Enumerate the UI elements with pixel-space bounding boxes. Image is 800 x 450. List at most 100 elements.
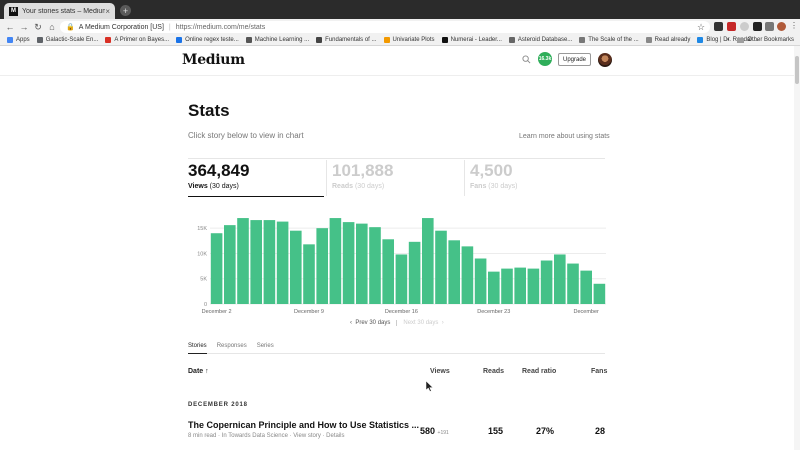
notification-badge[interactable]: 16.3k [538,52,552,66]
bookmarks-more-icon[interactable]: » [725,37,730,43]
extension-icon[interactable] [753,22,762,31]
chart-bar[interactable] [514,267,526,304]
column-header-reads[interactable]: Reads [483,368,505,375]
bookmark-item[interactable]: Numerai - Leader... [441,37,502,43]
chart-bar[interactable] [474,258,487,305]
bookmark-item[interactable]: Online regex teste... [176,37,239,43]
y-tick-label: 15K [197,226,207,232]
menu-kebab-icon[interactable]: ⋮ [790,21,798,30]
chart-bar[interactable] [210,233,223,304]
bookmark-item[interactable]: Galactic-Scale En... [36,37,98,43]
avatar[interactable] [598,53,612,67]
stat-reads-label-text: Reads [332,183,354,190]
bookmark-item[interactable]: Blog | Dr. Randal ... [697,37,758,43]
extension-icon[interactable] [714,22,723,31]
chart-bar[interactable] [276,221,289,304]
stat-reads[interactable]: 101,888 Reads (30 days) [332,161,393,197]
stat-fans[interactable]: 4,500 Fans (30 days) [470,161,517,197]
chart-bar[interactable] [342,222,355,304]
chart-bar[interactable] [224,225,236,304]
address-bar[interactable]: 🔒 A Medium Corporation [US] | https://me… [60,21,710,33]
chart-bar[interactable] [488,271,500,304]
chart-bar[interactable] [593,283,606,304]
chart-bar[interactable] [408,241,421,304]
chart-bar[interactable] [263,220,276,304]
views-bar-chart: 0 5K 10K 15K December 2 December 9 December 16… [197,218,606,315]
other-bookmarks[interactable]: » Other Bookmarks [726,37,794,43]
month-heading: DECEMBER 2018 [188,402,248,408]
stat-views[interactable]: 364,849 Views (30 days) [188,161,249,197]
chart-bar[interactable] [501,268,513,304]
column-header-date-label: Date [188,368,204,375]
bookmark-item[interactable]: Asteroid Database... [508,37,572,43]
stat-reads-number: 101,888 [332,161,394,180]
chart-bar[interactable] [382,239,394,304]
search-icon[interactable] [522,55,531,64]
back-arrow-icon[interactable]: ← [5,22,15,32]
bookmark-item[interactable]: Fundamentals of ... [316,37,377,43]
story-views-value: 580 [420,426,436,436]
page-content: Medium 16.3k Upgrade Stats Click story b… [0,46,800,450]
chart-bar[interactable] [356,223,368,304]
profile-avatar-icon[interactable] [777,22,786,31]
tab-responses[interactable]: Responses [216,343,247,349]
medium-header: Medium 16.3k Upgrade [0,46,800,76]
column-header-fans[interactable]: Fans [591,368,608,375]
sort-arrow-up-icon: ↑ [205,368,209,375]
bookmark-item[interactable]: Apps [7,37,30,43]
next-30-days-label: Next 30 days [403,320,439,326]
reload-icon[interactable]: ↻ [34,21,42,32]
chart-bar[interactable] [580,270,592,304]
story-title[interactable]: The Copernican Principle and How to Use … [188,420,420,430]
bookmark-item[interactable]: A Primer on Bayes... [105,37,169,43]
chart-bar[interactable] [329,218,342,304]
bookmarks-bar: Apps Galactic-Scale En... A Primer on Baye… [0,35,800,46]
tab-close-icon[interactable]: × [105,6,110,16]
column-header-date[interactable]: Date ↑ [188,368,209,375]
extension-icon[interactable] [727,22,736,31]
extension-icon[interactable] [765,22,774,31]
page-scrollbar[interactable] [794,46,800,450]
chart-bar[interactable] [448,240,460,304]
home-icon[interactable]: ⌂ [49,22,55,32]
site-identity: A Medium Corporation [US] [78,23,164,31]
browser-tab[interactable]: M Your stories stats – Medium × [4,3,115,19]
browser-tab-title: Your stories stats – Medium [22,7,106,15]
new-tab-button[interactable]: + [120,5,131,16]
lock-icon: 🔒 [66,24,75,31]
bookmark-item[interactable]: Read already [645,37,690,43]
other-bookmarks-label: Other Bookmarks [747,37,794,43]
chart-bar[interactable] [237,218,249,304]
chart-bar[interactable] [527,268,540,304]
learn-more-link[interactable]: Learn more about using stats [519,133,610,140]
chart-bar[interactable] [290,230,302,304]
chart-bar[interactable] [461,246,474,304]
chart-bar[interactable] [303,244,315,304]
chart-bar[interactable] [435,230,447,304]
chart-bar[interactable] [395,254,408,304]
column-header-views[interactable]: Views [430,368,450,375]
bookmark-item[interactable]: Univariate Plots [383,37,435,43]
column-header-read-ratio[interactable]: Read ratio [522,368,557,375]
chart-bar[interactable] [422,218,434,304]
upgrade-button[interactable]: Upgrade [558,53,591,66]
chart-bar[interactable] [554,254,566,304]
chart-bar[interactable] [250,220,262,304]
extension-icon[interactable] [740,22,749,31]
tab-series[interactable]: Series [256,343,274,349]
chart-bar[interactable] [369,227,381,304]
mouse-cursor-icon [426,381,434,392]
chart-bar[interactable] [567,263,579,304]
bookmark-favicon-icon [316,37,323,43]
chart-bar[interactable] [316,228,328,304]
bookmark-star-icon[interactable]: ☆ [697,22,706,32]
chart-bar[interactable] [540,260,553,304]
forward-arrow-icon[interactable]: → [19,22,29,32]
bookmark-label: Machine Learning ... [254,37,310,43]
medium-logo[interactable]: Medium [182,52,245,68]
scrollbar-thumb[interactable] [795,56,799,84]
bookmark-item[interactable]: The Scale of the ... [579,37,639,43]
tab-stories[interactable]: Stories [188,343,207,354]
prev-30-days-button[interactable]: ‹ Prev 30 days [350,320,391,326]
bookmark-item[interactable]: Machine Learning ... [245,37,310,43]
